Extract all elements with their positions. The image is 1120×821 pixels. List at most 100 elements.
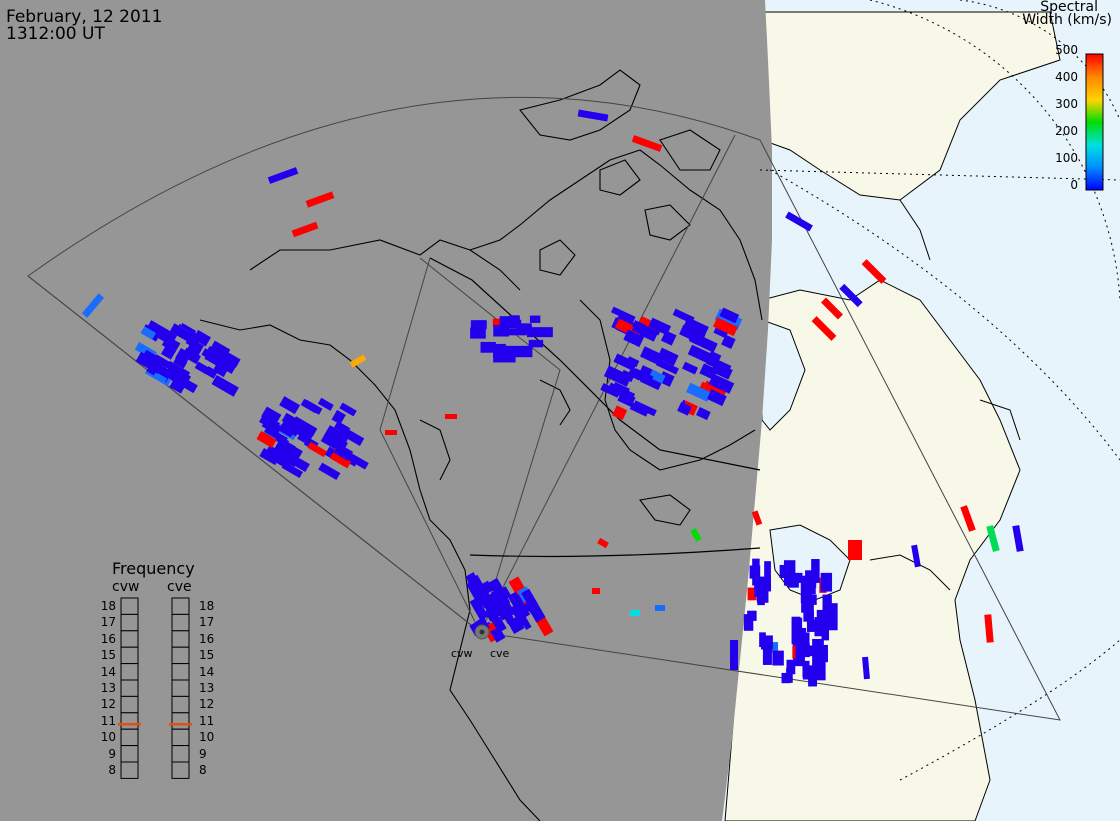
scatter-cell <box>211 374 239 397</box>
colorbar-tick: 0 <box>1070 178 1078 192</box>
scatter-cell <box>294 458 310 472</box>
scatter-cell <box>264 426 288 444</box>
frequency-radar-cve: cve <box>167 579 192 595</box>
frequency-cell <box>120 597 139 615</box>
frequency-level-label: 8 <box>108 763 116 777</box>
radar-site-center <box>479 629 485 635</box>
scatter-cell <box>349 354 367 368</box>
scatter-cell <box>719 307 740 324</box>
scatter-cell <box>848 540 862 560</box>
scatter-cell <box>809 572 817 589</box>
scatter-cell <box>297 430 311 444</box>
scatter-cell <box>267 420 282 434</box>
scatter-cell <box>802 665 814 678</box>
frequency-level-label: 9 <box>108 746 116 761</box>
scatter-cell <box>660 330 677 346</box>
scatter-cell <box>334 420 351 435</box>
scatter-cell <box>192 329 211 347</box>
frequency-level-label: 16 <box>199 631 215 646</box>
scatter-cell <box>526 327 553 338</box>
scatter-cell <box>656 347 679 367</box>
scatter-cell <box>814 617 822 637</box>
scatter-cell <box>307 441 328 458</box>
scatter-cell <box>630 610 640 616</box>
frequency-cell <box>120 663 139 681</box>
scatter-cell <box>683 317 709 336</box>
scatter-cell <box>256 430 277 448</box>
frequency-level-label: 14 <box>199 664 215 679</box>
scatter-cell <box>173 356 188 369</box>
scatter-cell <box>612 382 630 395</box>
colorbar-tick: 100 <box>1055 151 1078 165</box>
scatter-cell <box>152 371 168 384</box>
frequency-cell <box>120 613 139 632</box>
scatter-cell <box>521 588 538 608</box>
scatter-cell <box>317 397 334 411</box>
frequency-cell <box>171 679 190 697</box>
scatter-cell <box>291 221 319 238</box>
frequency-cell <box>171 745 190 763</box>
scatter-cell <box>620 369 635 383</box>
frequency-cell <box>171 695 190 714</box>
scatter-cell <box>504 345 533 358</box>
scatter-cell <box>331 409 346 425</box>
scatter-cell <box>194 361 210 375</box>
scatter-cell <box>529 315 541 323</box>
scatter-cell <box>631 135 663 152</box>
scatter-cell <box>320 432 343 451</box>
scatter-cell <box>648 317 672 336</box>
scatter-cell <box>480 580 494 595</box>
scatter-cell <box>786 659 796 675</box>
scatter-cell <box>822 594 832 618</box>
scatter-cell <box>161 335 181 353</box>
scatter-cell <box>639 326 658 342</box>
colorbar <box>1085 53 1104 191</box>
frequency-cell <box>120 761 139 779</box>
frequency-cell <box>171 613 190 632</box>
scatter-cell <box>759 576 772 592</box>
colorbar-tick: 300 <box>1055 97 1078 111</box>
frequency-level-label: 12 <box>199 697 215 712</box>
frequency-cell <box>120 695 139 714</box>
scatter-cell <box>631 368 654 385</box>
scatter-cell <box>261 406 282 425</box>
frequency-level-label: 17 <box>100 615 116 630</box>
scatter-cell <box>490 626 506 643</box>
scatter-cell <box>303 399 323 415</box>
colorbar-tick: 500 <box>1055 43 1078 57</box>
frequency-level-label: 18 <box>199 599 215 613</box>
colorbar-tick: 400 <box>1055 70 1078 84</box>
frequency-level-label: 15 <box>199 648 215 663</box>
scatter-cell <box>485 602 502 620</box>
scatter-cell <box>169 379 186 394</box>
frequency-cell <box>120 712 139 730</box>
colorbar-tick: 200 <box>1055 124 1078 138</box>
scatter-cell <box>759 632 766 648</box>
scatter-cell <box>207 351 237 374</box>
latitude-grid <box>759 0 1120 781</box>
frequency-cell <box>120 728 139 747</box>
scatter-cell <box>613 353 638 371</box>
date-label: February, 12 2011 <box>6 7 163 27</box>
scatter-cell <box>143 349 162 364</box>
scatter-cell <box>469 597 489 621</box>
scatter-cell <box>795 641 805 663</box>
scatter-cell <box>655 605 665 611</box>
scatter-cell <box>1012 525 1024 552</box>
frequency-radar-cvw: cvw <box>112 579 140 595</box>
scatter-cell <box>688 331 718 352</box>
frequency-cell <box>171 597 190 615</box>
scatter-cell <box>274 449 299 467</box>
scatter-cell <box>469 585 483 600</box>
scatter-cell <box>705 355 732 374</box>
border-line <box>429 257 761 558</box>
scatter-cell <box>712 317 738 337</box>
scatter-cell <box>341 449 369 470</box>
scatter-cell <box>213 346 241 368</box>
frequency-cell <box>120 630 139 648</box>
scatter-cell <box>839 283 863 308</box>
frequency-level-label: 10 <box>100 730 116 745</box>
scatter-cell <box>690 528 702 542</box>
scatter-cell <box>791 617 803 645</box>
